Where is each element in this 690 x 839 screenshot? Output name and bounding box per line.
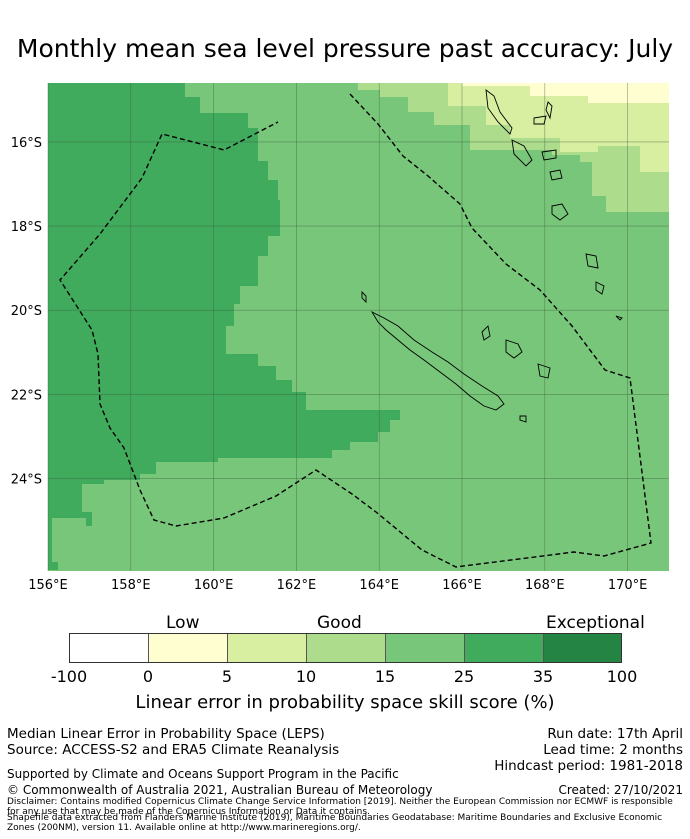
longitude-label: 170°E	[608, 578, 648, 593]
longitude-labels: 156°E 158°E 160°E 162°E 164°E 166°E 168°E 170°E	[28, 578, 647, 593]
skill-region-lower-northeast	[448, 83, 669, 172]
category-good: Good	[317, 613, 362, 633]
latitude-label: 22°S	[11, 388, 42, 403]
colorbar-swatch	[543, 633, 622, 663]
hindcast-period: Hindcast period: 1981-2018	[494, 758, 683, 774]
colorbar-tick-label: 0	[142, 667, 154, 686]
loyalty-islands-outline	[481, 325, 551, 379]
category-low: Low	[166, 613, 200, 633]
colorbar-tick-label: 5	[221, 667, 233, 686]
data-source: Source: ACCESS-S2 and ERA5 Climate Reana…	[7, 742, 340, 758]
latitude-label: 18°S	[11, 220, 42, 235]
category-exceptional: Exceptional	[546, 613, 645, 633]
colorbar-label: Linear error in probability space skill …	[135, 692, 555, 713]
latitude-label: 24°S	[11, 472, 42, 487]
colorbar-frame	[69, 633, 622, 663]
longitude-label: 166°E	[442, 578, 482, 593]
colorbar-swatch	[306, 633, 385, 663]
longitude-label: 156°E	[28, 578, 68, 593]
footer-left: Median Linear Error in Probability Space…	[7, 726, 339, 758]
colorbar-tick-label: 10	[295, 667, 317, 686]
colorbar-tick-label: -100	[50, 667, 88, 686]
colorbar-tick-label: 100	[606, 667, 638, 686]
colorbar-swatch	[69, 633, 148, 663]
copyright: © Commonwealth of Australia 2021, Austra…	[7, 783, 433, 797]
disclaimer: Disclaimer: Contains modified Copernicus…	[7, 797, 673, 817]
isle-of-pines-outline	[519, 415, 527, 423]
lead-time: Lead time: 2 months	[543, 742, 683, 758]
latitude-label: 20°S	[11, 304, 42, 319]
vanuatu-outline	[485, 89, 623, 321]
skill-region-lowest-northeast	[462, 83, 669, 103]
colorbar-tick-label: 25	[453, 667, 475, 686]
support-note: Supported by Climate and Oceans Support …	[7, 767, 399, 781]
map-title: Monthly mean sea level pressure past acc…	[16, 34, 674, 63]
new-caledonia-outline	[370, 310, 505, 411]
latitude-label: 16°S	[11, 136, 42, 151]
colorbar-swatch	[227, 633, 306, 663]
latitude-labels: 16°S 18°S 20°S 22°S 24°S	[11, 136, 42, 488]
coastlines	[361, 89, 623, 423]
footer-right: Run date: 17th April Lead time: 2 months…	[494, 726, 683, 774]
run-date: Run date: 17th April	[547, 726, 683, 742]
colorbar-swatch	[464, 633, 543, 663]
graticule	[47, 83, 669, 571]
skill-region-high-west	[48, 83, 400, 570]
created-date: Created: 27/10/2021	[558, 783, 683, 797]
longitude-label: 160°E	[194, 578, 234, 593]
longitude-label: 162°E	[277, 578, 317, 593]
colorbar-swatch	[385, 633, 464, 663]
longitude-label: 164°E	[359, 578, 399, 593]
eez-boundary	[59, 93, 652, 568]
small-island-outline	[361, 290, 367, 304]
colorbar-tick-label: 15	[374, 667, 396, 686]
leps-description: Median Linear Error in Probability Space…	[7, 726, 325, 742]
longitude-label: 158°E	[111, 578, 151, 593]
colorbar-tick-label: 35	[532, 667, 554, 686]
skill-map: 156°E 158°E 160°E 162°E 164°E 166°E 168°E 170°E…	[11, 83, 669, 593]
longitude-label: 168°E	[525, 578, 565, 593]
colorbar-swatch	[148, 633, 227, 663]
shapefile-credit: Shapefile data extracted from Flanders M…	[7, 813, 663, 833]
